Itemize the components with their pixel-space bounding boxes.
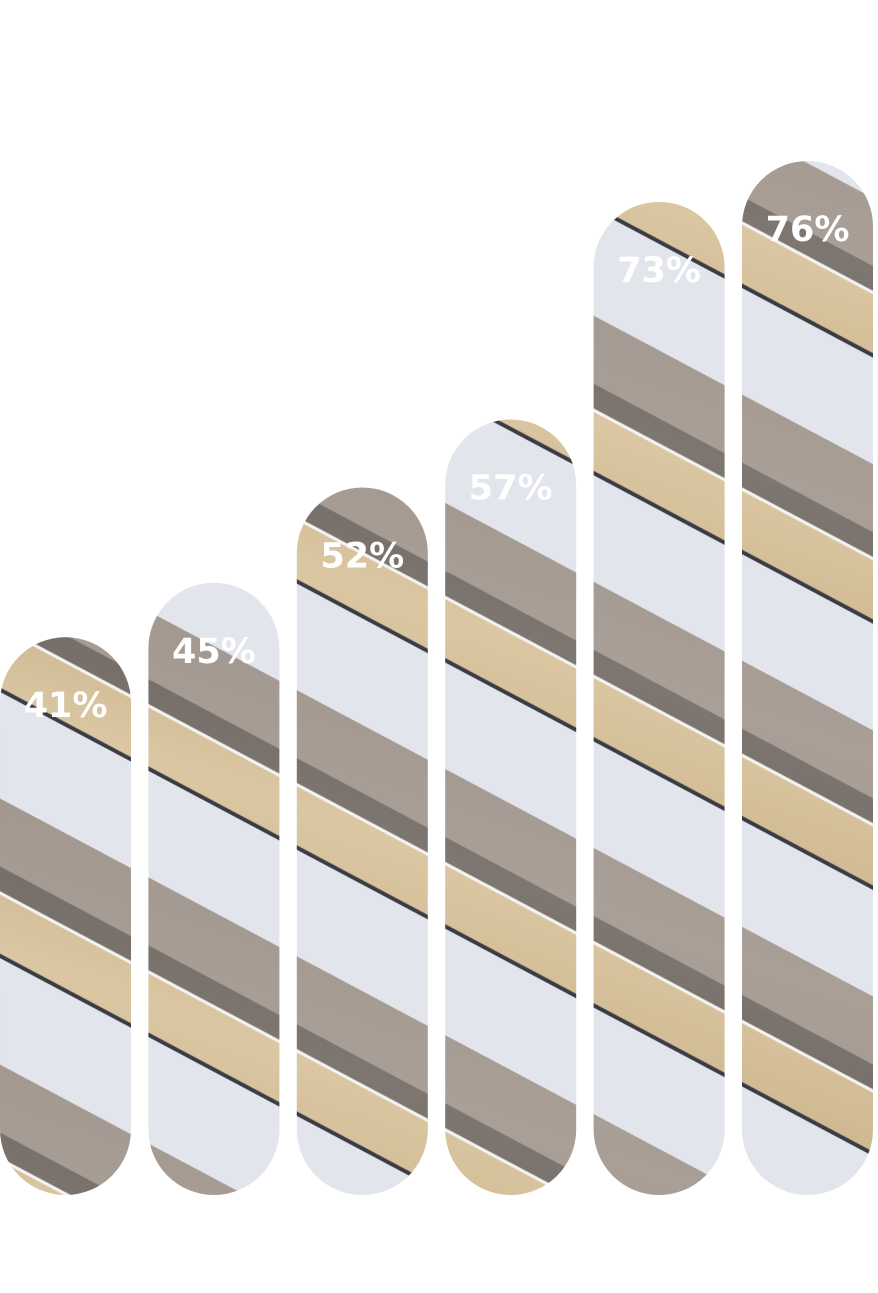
bar xyxy=(593,201,725,1195)
value-label: 41% xyxy=(24,686,108,726)
value-label: 52% xyxy=(320,537,404,577)
bar xyxy=(148,582,280,1195)
bar xyxy=(742,161,873,1195)
bar xyxy=(296,487,428,1195)
value-label: 45% xyxy=(172,632,256,672)
value-label: 73% xyxy=(617,251,701,291)
bar xyxy=(0,637,131,1195)
bar xyxy=(445,419,577,1195)
value-label: 57% xyxy=(469,469,553,509)
value-label: 76% xyxy=(766,210,850,250)
